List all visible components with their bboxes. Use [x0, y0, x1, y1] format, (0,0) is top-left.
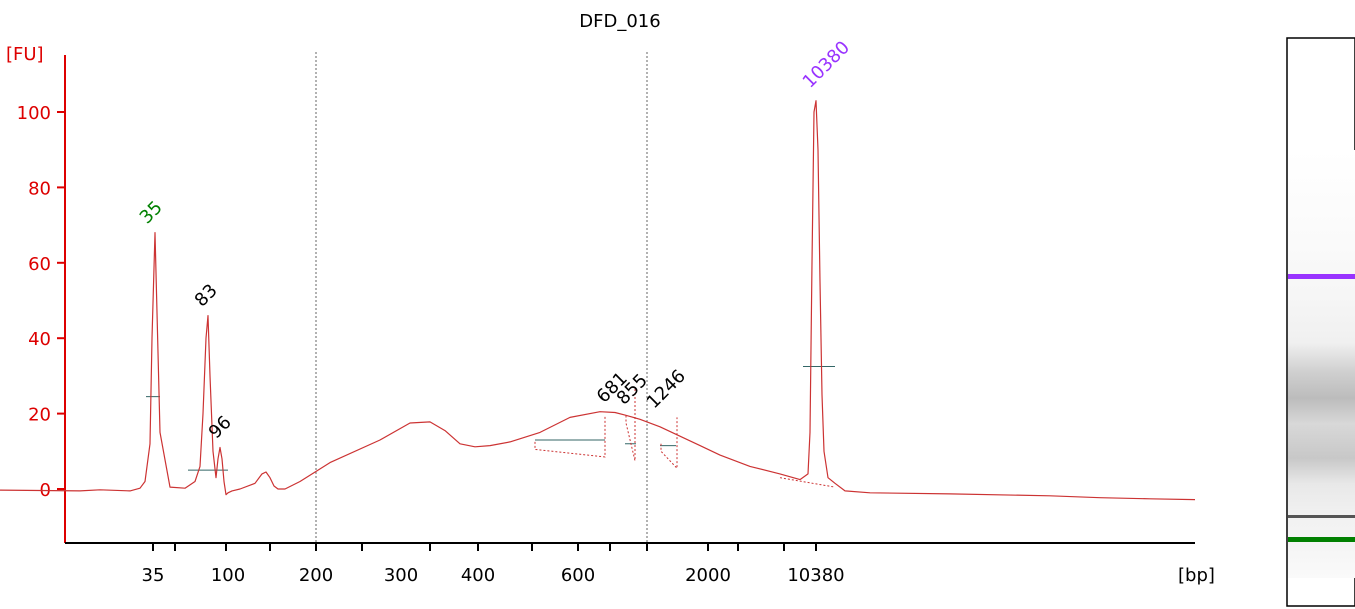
- gel-band-upper-marker: [1288, 274, 1355, 279]
- peak-label: 10380: [799, 37, 854, 92]
- region-bracket: [534, 415, 606, 458]
- x-tick-label: 35: [142, 565, 165, 586]
- trace-line: [0, 100, 1196, 501]
- x-tick-label: 400: [461, 565, 495, 586]
- peak-region-annotations: [146, 365, 836, 488]
- chart-title: DFD_016: [579, 11, 660, 32]
- peak-label: 35: [136, 197, 167, 228]
- baseline-segment: [779, 477, 836, 488]
- y-axis-label: [FU]: [6, 44, 44, 65]
- y-tick-label: 100: [17, 103, 51, 124]
- dashed-region-lines: [315, 52, 648, 543]
- region-bracket: [660, 417, 678, 470]
- peak-label: 83: [191, 280, 222, 311]
- gel-lane: [1286, 37, 1355, 607]
- x-tick-label: 200: [299, 565, 333, 586]
- trace-group: [0, 100, 1196, 501]
- peak-label: 96: [205, 412, 236, 443]
- y-tick-label: 20: [28, 405, 51, 426]
- x-tick-label: 10380: [787, 565, 844, 586]
- x-axis: 35 100 200 300 400 600 2000 10380: [65, 542, 1195, 586]
- y-tick-label: 60: [28, 254, 51, 275]
- y-tick-label: 40: [28, 329, 51, 350]
- x-axis-label: [bp]: [1178, 565, 1215, 586]
- peak-label: 1246: [643, 366, 690, 413]
- y-tick-label: 80: [28, 178, 51, 199]
- gel-lane-fill: [1288, 150, 1355, 578]
- x-tick-label: 300: [384, 565, 418, 586]
- gel-band-lower-marker: [1288, 537, 1355, 542]
- x-tick-label: 100: [211, 565, 245, 586]
- gel-band-dark: [1288, 515, 1355, 518]
- x-tick-label: 600: [561, 565, 595, 586]
- x-tick-label: 2000: [685, 565, 731, 586]
